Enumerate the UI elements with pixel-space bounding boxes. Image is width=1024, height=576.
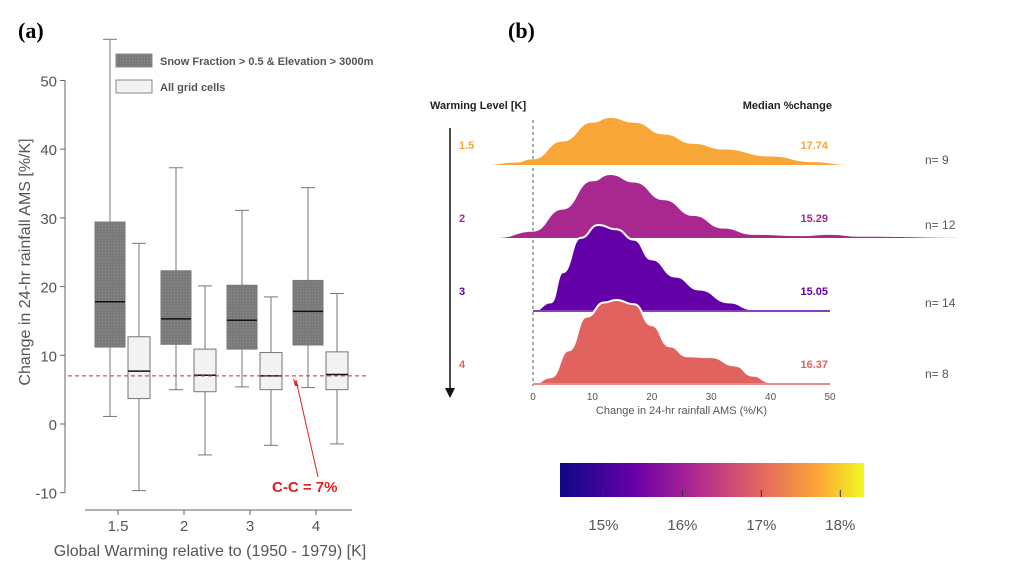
box <box>325 351 349 391</box>
x-tick-label: 0 <box>530 392 536 403</box>
legend-label: Snow Fraction > 0.5 & Elevation > 3000m <box>160 56 374 68</box>
x-tick-label: 2 <box>180 518 188 535</box>
warming-level-label: 4 <box>459 359 466 371</box>
median-label: 16.37 <box>800 359 828 371</box>
x-tick-label: 50 <box>824 392 836 403</box>
y-tick-label: -10 <box>35 486 57 503</box>
warming-level-label: 2 <box>459 213 465 225</box>
box <box>94 221 126 348</box>
y-tick-label: 20 <box>40 280 57 297</box>
median-label: 15.05 <box>800 286 828 298</box>
n-label: n= 14 <box>925 296 956 310</box>
x-axis-label: Global Warming relative to (1950 - 1979)… <box>54 543 366 560</box>
x-tick-label: 3 <box>246 518 254 535</box>
x-tick-label: 20 <box>646 392 658 403</box>
panel-label-a: (a) <box>18 18 44 43</box>
x-tick-label: 40 <box>765 392 777 403</box>
box <box>259 352 283 391</box>
arrow-head <box>293 378 299 386</box>
colorbar <box>560 463 864 497</box>
legend-label: All grid cells <box>160 82 225 94</box>
n-label: n= 8 <box>925 367 949 381</box>
box <box>193 348 217 393</box>
x-tick-label: 10 <box>587 392 599 403</box>
y-axis-label: Change in 24-hr rainfall AMS [%/K] <box>17 138 34 385</box>
colorbar-tick-label: 18% <box>825 517 855 534</box>
box <box>292 279 324 346</box>
annotation-arrow <box>295 379 319 478</box>
ridge-density <box>497 175 979 238</box>
ridge-density <box>485 118 848 165</box>
x-tick-label: 30 <box>706 392 718 403</box>
y-tick-label: 40 <box>40 142 57 159</box>
n-label: n= 12 <box>925 218 956 232</box>
x-tick-label: 1.5 <box>108 518 129 535</box>
x-axis-label: Change in 24-hr rainfall AMS (%/K) <box>596 405 767 417</box>
colorbar-tick-label: 15% <box>588 517 618 534</box>
y-tick-label: 50 <box>40 74 57 91</box>
median-label: 17.74 <box>800 140 828 152</box>
colorbar-tick-label: 17% <box>746 517 776 534</box>
y-tick-label: 10 <box>40 348 57 365</box>
legend-swatch <box>115 79 153 94</box>
box <box>226 284 258 350</box>
colorbar-tick-label: 16% <box>667 517 697 534</box>
value-header: Median %change <box>743 100 832 112</box>
row-header: Warming Level [K] <box>430 100 526 112</box>
y-tick-label: 0 <box>49 417 57 434</box>
x-tick-label: 4 <box>312 518 320 535</box>
n-label: n= 9 <box>925 153 949 167</box>
panel-label-b: (b) <box>508 18 535 43</box>
warming-level-label: 3 <box>459 286 465 298</box>
ridge-density <box>532 298 831 385</box>
legend-swatch <box>115 53 153 68</box>
median-label: 15.29 <box>800 213 828 225</box>
ridge-density <box>532 223 831 312</box>
warming-level-label: 1.5 <box>459 140 474 152</box>
box <box>160 270 192 345</box>
y-tick-label: 30 <box>40 211 57 228</box>
arrow-head <box>445 388 455 398</box>
cc-annotation: C-C = 7% <box>272 479 337 496</box>
box <box>127 336 151 400</box>
